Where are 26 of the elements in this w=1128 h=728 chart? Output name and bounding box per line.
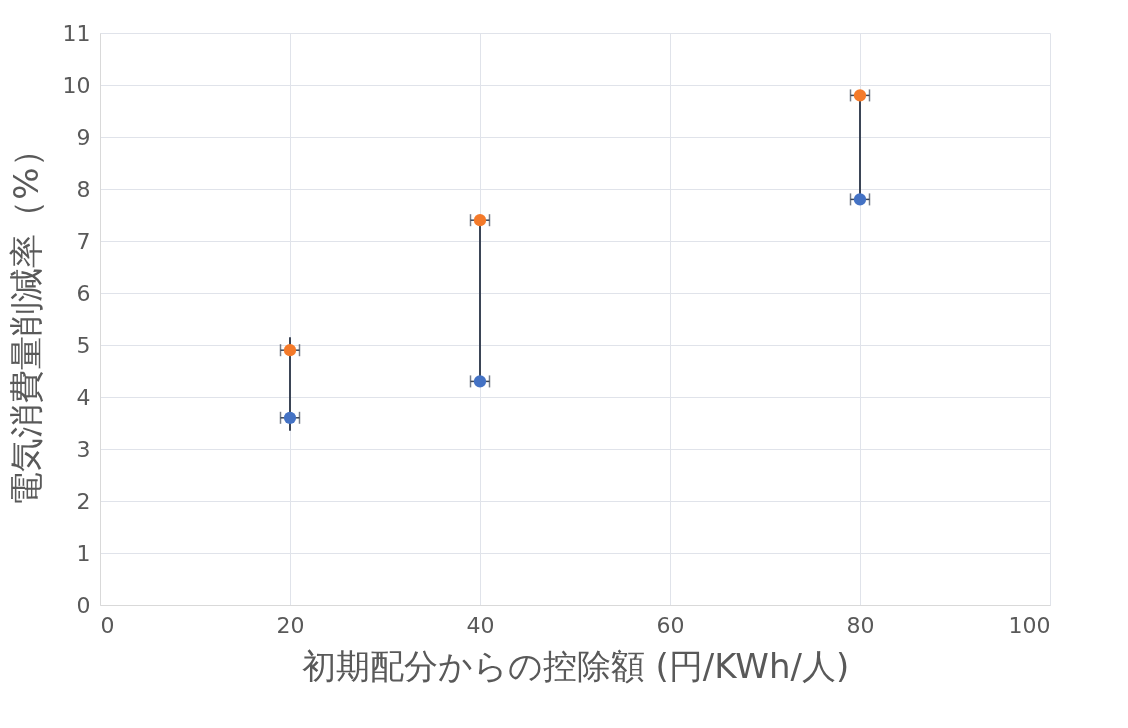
point [283, 344, 297, 357]
point [473, 214, 487, 227]
y-tick-label: 3 [76, 436, 91, 462]
x-tick-label: 20 [276, 612, 305, 638]
x-tick-label: 60 [656, 612, 685, 638]
y-tick-label: 11 [62, 20, 91, 46]
y-tick-label: 9 [76, 124, 91, 150]
y-tick-label: 8 [76, 176, 91, 202]
point [283, 411, 297, 424]
x-tick-label: 40 [466, 612, 495, 638]
x-axis-title: 初期配分からの控除額 (円/KWh/人) [301, 645, 850, 686]
y-tick-label: 10 [62, 72, 91, 98]
point [853, 89, 867, 102]
y-tick-label: 7 [76, 228, 91, 254]
y-tick-label: 4 [76, 384, 91, 410]
y-tick-label: 5 [76, 332, 91, 358]
point [853, 193, 867, 206]
y-tick-label: 0 [76, 592, 91, 618]
y-axis-title: 電気消費量削減率（%） [5, 133, 46, 506]
x-tick-label: 100 [1008, 612, 1051, 638]
x-tick-label: 80 [846, 612, 875, 638]
point [473, 375, 487, 388]
y-tick-label: 6 [76, 280, 91, 306]
y-tick-label: 2 [76, 488, 91, 514]
x-tick-label: 0 [100, 612, 115, 638]
y-tick-label: 1 [76, 540, 91, 566]
